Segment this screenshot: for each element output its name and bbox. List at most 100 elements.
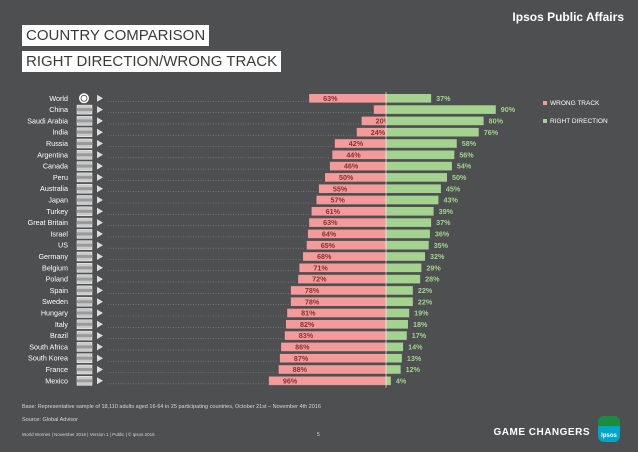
label-right-direction-saudi-arabia: 80%: [489, 117, 504, 126]
bar-wrong-track-japan: [316, 195, 386, 205]
label-wrong-track-germany: 68%: [317, 252, 332, 261]
row-arrow-icon: [97, 377, 103, 385]
label-wrong-track-india: 24%: [371, 128, 386, 137]
label-wrong-track-turkey: 61%: [326, 207, 341, 216]
row-arrow-icon: [97, 253, 103, 260]
bar-wrong-track-australia: [318, 184, 386, 193]
flag-icon-spain: [76, 285, 93, 296]
category-label-spain: Spain: [50, 286, 68, 295]
flag-icon-argentina: [76, 150, 93, 160]
label-wrong-track-japan: 57%: [330, 196, 345, 205]
category-label-germany: Germany: [38, 252, 68, 261]
bar-wrong-track-china: [373, 105, 386, 114]
label-wrong-track-south-korea: 87%: [294, 354, 309, 363]
flag-icon-sweden: [76, 296, 93, 307]
row-arrow-icon: [97, 264, 103, 272]
bar-right-direction-south-africa: [386, 342, 404, 352]
label-right-direction-france: 12%: [406, 365, 421, 374]
label-wrong-track-belgium: 71%: [313, 263, 328, 272]
row-arrow-icon: [97, 106, 103, 114]
label-wrong-track-poland: 72%: [312, 275, 327, 284]
row-arrow-icon: [97, 196, 103, 204]
row-arrow-icon: [97, 140, 103, 147]
bar-right-direction-peru: [386, 173, 447, 182]
bar-wrong-track-saudi-arabia: [361, 116, 386, 126]
category-label-mexico: Mexico: [45, 376, 68, 385]
tagline-game-changers: GAME CHANGERS: [493, 427, 590, 438]
label-wrong-track-argentina: 44%: [346, 150, 361, 159]
legend-label-right-direction: RIGHT DIRECTION: [550, 118, 608, 125]
label-right-direction-china: 90%: [501, 105, 516, 114]
category-label-turkey: Turkey: [46, 207, 68, 216]
bar-wrong-track-hungary: [287, 308, 386, 318]
bar-wrong-track-russia: [334, 139, 386, 148]
label-wrong-track-us: 65%: [321, 241, 336, 250]
bar-wrong-track-germany: [303, 252, 386, 261]
bar-right-direction-argentina: [386, 150, 455, 160]
label-right-direction-sweden: 22%: [418, 297, 433, 306]
flag-icon-india: [76, 127, 93, 137]
label-right-direction-mexico: 4%: [396, 376, 407, 385]
flag-icon-us: [76, 240, 93, 250]
flag-icon-australia: [76, 183, 93, 194]
row-arrow-icon: [97, 298, 103, 306]
brand-title: Ipsos Public Affairs: [512, 10, 624, 24]
label-wrong-track-mexico: 96%: [283, 376, 298, 385]
category-label-hungary: Hungary: [41, 309, 69, 318]
page-number: 5: [317, 432, 320, 438]
bar-right-direction-great-britain: [386, 218, 432, 227]
row-arrow-icon: [97, 219, 103, 227]
label-right-direction-india: 76%: [484, 128, 499, 137]
label-wrong-track-world: 63%: [323, 94, 338, 103]
flag-icon-south-korea: [76, 353, 93, 363]
label-right-direction-us: 35%: [434, 241, 449, 250]
flag-icon-world: [79, 93, 89, 104]
category-label-south-africa: South Africa: [29, 342, 68, 351]
footer-meta: World Worries | November 2016 | Version …: [22, 432, 155, 437]
bar-wrong-track-belgium: [299, 263, 386, 273]
bar-right-direction-japan: [386, 195, 439, 205]
row-arrow-icon: [97, 128, 103, 136]
label-wrong-track-peru: 50%: [339, 173, 354, 182]
label-right-direction-canada: 54%: [457, 162, 472, 171]
flag-icon-canada: [76, 161, 93, 171]
flag-icon-russia: [76, 138, 93, 149]
bar-wrong-track-poland: [298, 274, 386, 284]
row-arrow-icon: [97, 286, 103, 294]
ipsos-logo: Ipsos: [598, 416, 620, 442]
label-right-direction-belgium: 29%: [426, 263, 441, 272]
category-label-australia: Australia: [40, 184, 68, 193]
category-label-sweden: Sweden: [42, 297, 68, 306]
row-arrow-icon: [97, 332, 103, 340]
bar-wrong-track-brazil: [284, 331, 386, 340]
flag-icon-israel: [76, 229, 93, 239]
label-wrong-track-spain: 78%: [305, 286, 320, 295]
label-right-direction-spain: 22%: [418, 286, 433, 295]
bar-wrong-track-great-britain: [309, 218, 386, 227]
footnote-base: Base: Representative sample of 18,110 ad…: [22, 404, 321, 410]
flag-icon-turkey: [76, 206, 93, 217]
label-wrong-track-great-britain: 63%: [323, 218, 338, 227]
category-label-brazil: Brazil: [50, 331, 68, 340]
category-label-canada: Canada: [43, 162, 68, 171]
bar-wrong-track-france: [278, 365, 386, 374]
label-right-direction-great-britain: 37%: [436, 218, 451, 227]
label-right-direction-south-africa: 14%: [408, 343, 423, 352]
bar-wrong-track-south-korea: [279, 353, 386, 363]
bar-wrong-track-mexico: [268, 376, 386, 386]
label-right-direction-australia: 45%: [446, 184, 461, 193]
bar-wrong-track-argentina: [332, 150, 386, 160]
label-wrong-track-italy: 82%: [300, 320, 315, 329]
row-arrow-icon: [97, 275, 103, 283]
flag-icon-poland: [76, 274, 93, 284]
label-wrong-track-israel: 64%: [322, 230, 337, 239]
label-wrong-track-south-africa: 86%: [295, 343, 310, 352]
label-right-direction-turkey: 39%: [439, 207, 454, 216]
category-label-belgium: Belgium: [42, 263, 68, 272]
label-wrong-track-saudi-arabia: 20%: [376, 117, 391, 126]
row-arrow-icon: [97, 354, 103, 362]
label-wrong-track-australia: 55%: [333, 184, 348, 193]
label-wrong-track-hungary: 81%: [301, 309, 316, 318]
category-label-peru: Peru: [53, 173, 68, 182]
category-label-us: US: [58, 241, 68, 250]
